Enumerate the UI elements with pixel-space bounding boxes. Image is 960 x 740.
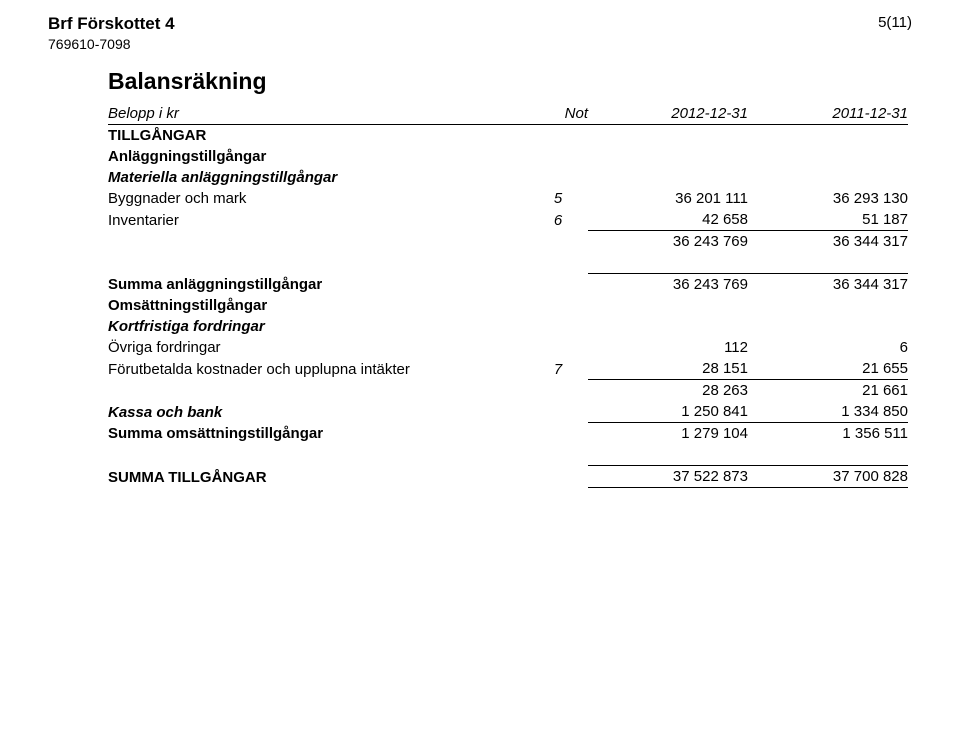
org-id: 769610-7098: [48, 36, 175, 52]
tangible-sum-y1: 36 243 769: [588, 231, 748, 253]
tangible-sum-y2: 36 344 317: [748, 231, 908, 253]
recv-sum-y2: 21 661: [748, 380, 908, 402]
other-recv-y2: 6: [748, 337, 908, 358]
report-body: Balansräkning Belopp i kr Not 2012-12-31…: [108, 68, 912, 492]
row-buildings-note: 5: [528, 188, 588, 209]
current-sum-label: Summa omsättningstillgångar: [108, 423, 528, 445]
col-label: Belopp i kr: [108, 103, 528, 125]
col-note: Not: [528, 103, 588, 125]
assets-heading-label: TILLGÅNGAR: [108, 125, 908, 147]
row-inventory-label: Inventarier: [108, 209, 528, 231]
row-buildings-y2: 36 293 130: [748, 188, 908, 209]
total-y1: 37 522 873: [588, 466, 748, 488]
row-inventory-note: 6: [528, 209, 588, 231]
page-header: Brf Förskottet 4 769610-7098 5(11): [48, 14, 912, 52]
row-total-assets: SUMMA TILLGÅNGAR 37 522 873 37 700 828: [108, 466, 908, 488]
short-receivables-label: Kortfristiga fordringar: [108, 316, 908, 337]
fixed-assets-heading: Anläggningstillgångar: [108, 146, 908, 167]
total-y2: 37 700 828: [748, 466, 908, 488]
cash-y1: 1 250 841: [588, 401, 748, 423]
assets-heading: TILLGÅNGAR: [108, 125, 908, 147]
other-recv-label: Övriga fordringar: [108, 337, 528, 358]
current-assets-label: Omsättningstillgångar: [108, 295, 908, 316]
row-inventory: Inventarier 6 42 658 51 187: [108, 209, 908, 231]
current-sum-y2: 1 356 511: [748, 423, 908, 445]
prepaid-label: Förutbetalda kostnader och upplupna intä…: [108, 358, 528, 380]
fixed-sum-y1: 36 243 769: [588, 274, 748, 296]
total-underline: [108, 488, 908, 492]
org-name: Brf Förskottet 4: [48, 14, 175, 34]
row-buildings-label: Byggnader och mark: [108, 188, 528, 209]
row-current-assets-sum: Summa omsättningstillgångar 1 279 104 1 …: [108, 423, 908, 445]
other-recv-y1: 112: [588, 337, 748, 358]
spacer: [108, 252, 908, 274]
column-header-row: Belopp i kr Not 2012-12-31 2011-12-31: [108, 103, 908, 125]
row-fixed-assets-sum: Summa anläggningstillgångar 36 243 769 3…: [108, 274, 908, 296]
fixed-sum-label: Summa anläggningstillgångar: [108, 274, 528, 296]
cash-label: Kassa och bank: [108, 401, 528, 423]
col-year-prior: 2011-12-31: [748, 103, 908, 125]
balance-table: Belopp i kr Not 2012-12-31 2011-12-31 TI…: [108, 103, 908, 492]
row-tangible-subtotal: 36 243 769 36 344 317: [108, 231, 908, 253]
spacer: [108, 444, 908, 466]
row-cash: Kassa och bank 1 250 841 1 334 850: [108, 401, 908, 423]
current-assets-heading: Omsättningstillgångar: [108, 295, 908, 316]
row-prepaid: Förutbetalda kostnader och upplupna intä…: [108, 358, 908, 380]
tangible-heading: Materiella anläggningstillgångar: [108, 167, 908, 188]
page: Brf Förskottet 4 769610-7098 5(11) Balan…: [0, 0, 960, 740]
tangible-label: Materiella anläggningstillgångar: [108, 167, 908, 188]
row-other-receivables: Övriga fordringar 112 6: [108, 337, 908, 358]
fixed-sum-y2: 36 344 317: [748, 274, 908, 296]
report-title: Balansräkning: [108, 68, 912, 95]
col-year-current: 2012-12-31: [588, 103, 748, 125]
total-label: SUMMA TILLGÅNGAR: [108, 466, 528, 488]
row-inventory-y1: 42 658: [588, 209, 748, 231]
row-buildings-y1: 36 201 111: [588, 188, 748, 209]
prepaid-y1: 28 151: [588, 358, 748, 380]
short-receivables-heading: Kortfristiga fordringar: [108, 316, 908, 337]
row-receivables-subtotal: 28 263 21 661: [108, 380, 908, 402]
row-buildings: Byggnader och mark 5 36 201 111 36 293 1…: [108, 188, 908, 209]
recv-sum-y1: 28 263: [588, 380, 748, 402]
org-block: Brf Förskottet 4 769610-7098: [48, 14, 175, 52]
cash-y2: 1 334 850: [748, 401, 908, 423]
prepaid-note: 7: [528, 358, 588, 380]
page-number: 5(11): [878, 14, 912, 31]
fixed-assets-label: Anläggningstillgångar: [108, 146, 908, 167]
prepaid-y2: 21 655: [748, 358, 908, 380]
row-inventory-y2: 51 187: [748, 209, 908, 231]
current-sum-y1: 1 279 104: [588, 423, 748, 445]
